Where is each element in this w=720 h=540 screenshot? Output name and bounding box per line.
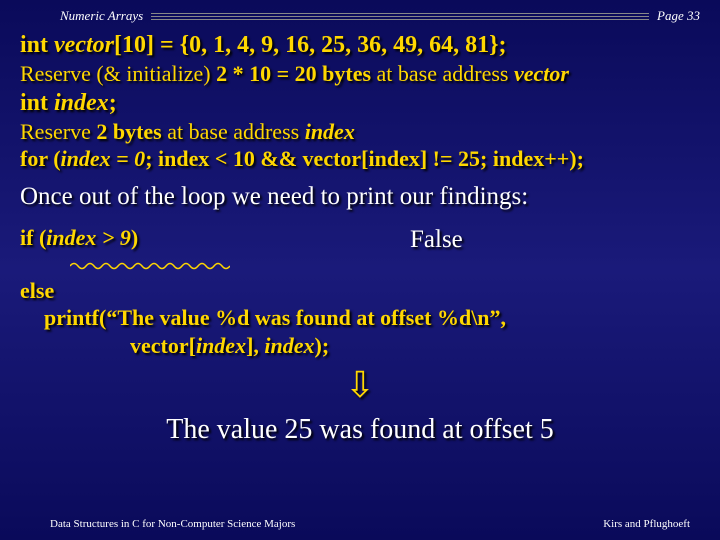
if-statement: if (index > 9): [20, 224, 230, 252]
result-text: The value 25 was found at offset 5: [20, 412, 700, 447]
squiggle-icon: [70, 260, 230, 272]
out-of-loop-text: Once out of the loop we need to print ou…: [20, 181, 700, 212]
reserve-vector: Reserve (& initialize) 2 * 10 = 20 bytes…: [20, 60, 700, 88]
down-arrow-icon: ⇩: [20, 363, 700, 408]
reserve-index: Reserve 2 bytes at base address index: [20, 118, 700, 146]
slide-footer: Data Structures in C for Non-Computer Sc…: [0, 518, 720, 530]
footer-left: Data Structures in C for Non-Computer Sc…: [50, 518, 295, 530]
header-rule: [151, 13, 649, 20]
printf-line1: printf(“The value %d was found at offset…: [44, 304, 700, 332]
slide-header: Numeric Arrays Page 33: [0, 0, 720, 28]
slide-content: int vector[10] = {0, 1, 4, 9, 16, 25, 36…: [0, 28, 720, 447]
header-left: Numeric Arrays: [60, 8, 143, 24]
printf-line2: vector[index], index);: [130, 332, 700, 360]
if-row: if (index > 9) False: [20, 224, 700, 279]
footer-right: Kirs and Pflughoeft: [603, 518, 690, 530]
declaration-vector: int vector[10] = {0, 1, 4, 9, 16, 25, 36…: [20, 30, 700, 60]
declaration-index: int index;: [20, 88, 700, 118]
for-loop: for (index = 0; index < 10 && vector[ind…: [20, 145, 700, 173]
else-label: else: [20, 277, 700, 305]
header-right: Page 33: [657, 8, 700, 24]
false-label: False: [410, 224, 463, 255]
